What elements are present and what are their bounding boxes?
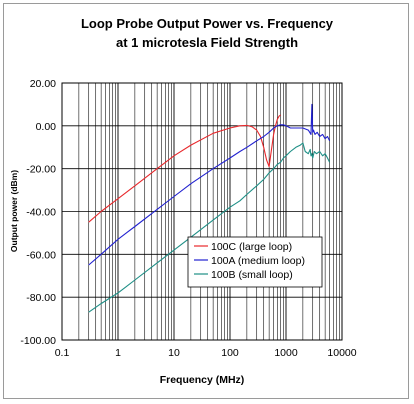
y-tick-label: 0.00 (36, 121, 57, 133)
grid (61, 82, 342, 341)
y-tick-label: 20.00 (30, 78, 56, 90)
y-tick-label: -20.00 (26, 164, 56, 176)
x-tick-label: 1000 (274, 347, 298, 359)
legend-label-1: 100C (large loop) (211, 241, 292, 253)
legend-label-3: 100B (small loop) (211, 269, 293, 281)
series-line-2 (88, 103, 331, 266)
y-tick-label: -100.00 (20, 335, 56, 347)
x-tick-label: 10000 (327, 347, 356, 359)
y-axis-label: Output power (dBm) (9, 170, 19, 252)
legend-label-2: 100A (medium loop) (211, 255, 305, 267)
legend: 100C (large loop) 100A (medium loop) 100B … (187, 236, 323, 288)
legend-box (187, 236, 323, 288)
chart-title-line-1: Loop Probe Output Power vs. Frequency (81, 16, 334, 31)
x-tick-label: 10 (168, 347, 180, 359)
x-axis-label: Frequency (MHz) (160, 374, 245, 386)
x-tick-label: 1 (115, 347, 121, 359)
y-tick-label: -40.00 (26, 207, 56, 219)
tick-labels: 0.1 1 10 100 1000 10000 20.00 0.00 -20.00 -40.00 -… (20, 78, 356, 359)
chart-title-line-2: at 1 microtesla Field Strength (116, 35, 298, 50)
series-line-1 (88, 114, 281, 223)
y-tick-label: -80.00 (26, 292, 56, 304)
y-tick-label: -60.00 (26, 249, 56, 261)
x-tick-label: 100 (221, 347, 239, 359)
plot-border (61, 82, 343, 341)
x-tick-label: 0.1 (55, 347, 70, 359)
